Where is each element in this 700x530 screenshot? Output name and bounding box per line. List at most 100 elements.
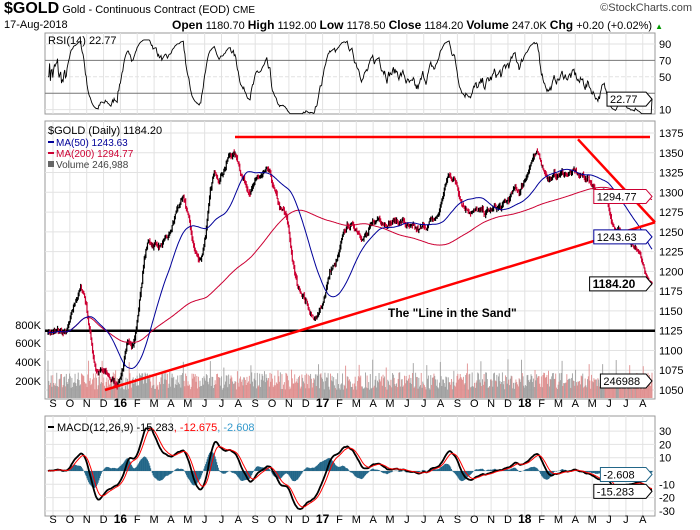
ma200-value-tag: 1294.77 bbox=[597, 191, 637, 203]
x-tick-label: F bbox=[134, 398, 141, 410]
x-tick-label: J bbox=[404, 514, 410, 526]
x-tick-label: J bbox=[219, 398, 225, 410]
macd-value: -15.283 bbox=[136, 422, 173, 434]
x-tick-label: 16 bbox=[114, 396, 128, 410]
x-tick-label: J bbox=[404, 398, 410, 410]
x-tick-label: S bbox=[454, 398, 461, 410]
x-tick-label: A bbox=[167, 514, 175, 526]
volume-tick-label: 400K bbox=[15, 357, 41, 369]
x-tick-label: F bbox=[336, 398, 343, 410]
x-tick-label: F bbox=[134, 514, 141, 526]
x-tick-label: 17 bbox=[316, 512, 330, 526]
x-tick-label: O bbox=[470, 398, 479, 410]
price-tick-label: 1325 bbox=[659, 168, 683, 180]
x-tick-label: M bbox=[150, 514, 159, 526]
x-tick-label: J bbox=[202, 398, 208, 410]
panel-2 bbox=[44, 415, 656, 517]
x-tick-label: N bbox=[487, 398, 495, 410]
x-tick-label: N bbox=[83, 514, 91, 526]
volume-value-tag: 246988 bbox=[603, 376, 640, 388]
sep: , bbox=[217, 422, 220, 434]
volume-tick-label: 600K bbox=[15, 338, 41, 350]
x-tick-label: D bbox=[302, 398, 310, 410]
price-tick-label: 1175 bbox=[659, 286, 683, 298]
low-value: 1178.50 bbox=[346, 20, 386, 32]
price-tick-label: 1150 bbox=[659, 306, 683, 318]
x-tick-label: S bbox=[252, 398, 259, 410]
legend-price: $GOLD (Daily) 1184.20 bbox=[48, 125, 162, 137]
rsi-tick-label: 50 bbox=[659, 72, 671, 84]
x-tick-label: A bbox=[639, 514, 647, 526]
close-value-tag-box bbox=[589, 276, 653, 292]
macd-tick-label: 30 bbox=[659, 426, 671, 438]
title-line: $GOLD Gold - Continuous Contract (EOD) C… bbox=[4, 0, 255, 20]
x-tick-label: J bbox=[606, 514, 612, 526]
macd-swatch bbox=[48, 426, 54, 428]
open-label: Open bbox=[172, 18, 203, 32]
x-tick-label: D bbox=[504, 398, 512, 410]
ma50-line bbox=[47, 168, 653, 370]
x-tick-label: D bbox=[504, 514, 512, 526]
x-tick-label: M bbox=[352, 398, 361, 410]
x-tick-label: M bbox=[150, 398, 159, 410]
close-label: Close bbox=[388, 18, 422, 32]
panel-1 bbox=[44, 120, 656, 400]
x-tick-label: A bbox=[572, 398, 580, 410]
ma200-swatch bbox=[48, 152, 54, 154]
x-tick-label: 18 bbox=[518, 512, 532, 526]
hist-value-tag: -2.608 bbox=[603, 469, 634, 481]
x-tick-label: S bbox=[252, 514, 259, 526]
x-tick-label: O bbox=[66, 514, 75, 526]
x-tick-label: F bbox=[336, 514, 343, 526]
x-tick-label: N bbox=[487, 514, 495, 526]
x-tick-label: J bbox=[623, 514, 629, 526]
x-tick-label: J bbox=[421, 398, 427, 410]
panel-0 bbox=[44, 32, 656, 115]
ma50-value-tag: 1243.63 bbox=[597, 232, 637, 244]
x-tick-label: 16 bbox=[114, 512, 128, 526]
hist-value-tag-box bbox=[599, 466, 653, 482]
volume-label: Volume bbox=[466, 18, 509, 32]
x-tick-label: A bbox=[167, 398, 175, 410]
legend-ma50: MA(50) 1243.63 bbox=[56, 138, 128, 149]
x-tick-label: A bbox=[437, 514, 445, 526]
x-tick-label: J bbox=[219, 514, 225, 526]
brand: ©StockCharts.com bbox=[600, 2, 692, 14]
rsi-label: RSI(14) 22.77 bbox=[48, 35, 116, 47]
macd-line bbox=[47, 427, 653, 511]
chg-label: Chg bbox=[549, 18, 574, 32]
price-tick-label: 1350 bbox=[659, 148, 683, 160]
x-tick-label: O bbox=[470, 514, 479, 526]
x-tick-label: S bbox=[454, 514, 461, 526]
x-tick-label: A bbox=[369, 398, 377, 410]
price-tick-label: 1300 bbox=[659, 187, 683, 199]
macd-value-tag: -15.283 bbox=[597, 486, 634, 498]
macd-tick-label: -30 bbox=[659, 506, 675, 518]
macd-tick-label: -10 bbox=[659, 479, 675, 491]
x-tick-label: 17 bbox=[316, 396, 330, 410]
price-tick-label: 1075 bbox=[659, 365, 683, 377]
x-tick-label: N bbox=[285, 398, 293, 410]
price-tick-label: 1050 bbox=[659, 385, 683, 397]
signal-line bbox=[47, 427, 653, 508]
rising-support-line bbox=[104, 221, 656, 392]
x-tick-label: N bbox=[285, 514, 293, 526]
x-tick-label: M bbox=[352, 514, 361, 526]
high-label: High bbox=[247, 18, 275, 32]
price-tick-label: 1125 bbox=[659, 326, 683, 338]
macd-label: MACD(12,26,9) bbox=[57, 422, 133, 434]
date: 17-Aug-2018 bbox=[4, 19, 68, 31]
rsi-tick-label: 70 bbox=[659, 55, 671, 67]
legend-ma200: MA(200) 1294.77 bbox=[56, 149, 134, 160]
macd-tick-label: -20 bbox=[659, 493, 675, 505]
macd-tick-label: 20 bbox=[659, 439, 671, 451]
legend-volume: Volume 246,988 bbox=[56, 160, 129, 171]
x-tick-label: M bbox=[385, 514, 394, 526]
x-tick-label: O bbox=[268, 398, 277, 410]
high-value: 1192.00 bbox=[277, 20, 317, 32]
ohlc-line: Open 1180.70 High 1192.00 Low 1178.50 Cl… bbox=[172, 18, 663, 34]
x-tick-label: J bbox=[606, 398, 612, 410]
volume-icon bbox=[48, 161, 54, 167]
